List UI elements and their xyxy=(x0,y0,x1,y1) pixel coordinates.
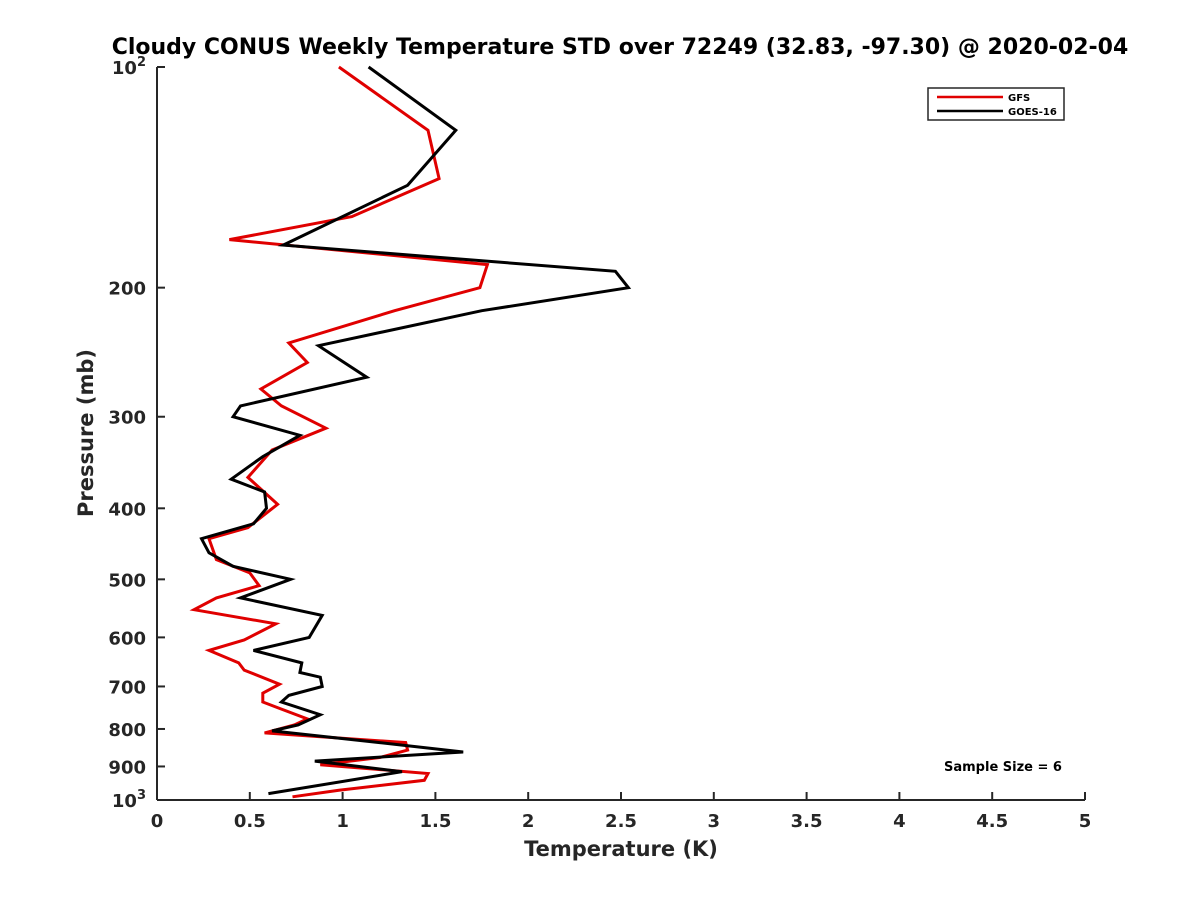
x-tick-label: 3.5 xyxy=(791,811,823,832)
series-line-goes16 xyxy=(199,65,632,796)
y-tick-label: 300 xyxy=(108,408,146,429)
series-line-gfs xyxy=(189,65,490,799)
chart-title: Cloudy CONUS Weekly Temperature STD over… xyxy=(112,35,1129,60)
x-tick-label: 2.5 xyxy=(605,811,637,832)
y-tick-label: 700 xyxy=(108,677,146,698)
x-tick-label: 1.5 xyxy=(419,811,451,832)
y-tick-label: 200 xyxy=(108,279,146,300)
legend-box xyxy=(927,87,1065,121)
x-tick-label: 4.5 xyxy=(976,811,1008,832)
y-tick-label: 800 xyxy=(108,720,146,741)
x-tick-label: 1 xyxy=(336,811,349,832)
y-tick-label: 400 xyxy=(108,499,146,520)
legend-label-goes16: GOES-16 xyxy=(1008,107,1057,118)
legend-label-gfs: GFS xyxy=(1008,93,1030,104)
y-tick-label: 600 xyxy=(108,628,146,649)
plot-area: 0 0.5 1 1.5 2 2.5 3 3.5 4 4.5 5 102 200 300 400 500 600… xyxy=(108,55,1091,832)
y-axis-ticks: 102 200 300 400 500 600 700 800 900 103 xyxy=(108,55,165,812)
x-tick-label: 0 xyxy=(151,811,164,832)
x-tick-label: 5 xyxy=(1079,811,1092,832)
y-axis-label: Pressure (mb) xyxy=(74,349,98,517)
x-tick-label: 4 xyxy=(893,811,906,832)
x-axis-ticks: 0 0.5 1 1.5 2 2.5 3 3.5 4 4.5 5 xyxy=(151,792,1092,832)
legend: GFS GOES-16 xyxy=(927,87,1065,121)
x-axis-label: Temperature (K) xyxy=(524,837,718,861)
sample-size-annotation: Sample Size = 6 xyxy=(944,760,1062,775)
y-tick-label: 900 xyxy=(108,757,146,778)
x-tick-label: 2 xyxy=(522,811,535,832)
x-tick-label: 3 xyxy=(708,811,721,832)
y-tick-label: 102 xyxy=(112,55,146,79)
y-tick-label: 103 xyxy=(112,788,146,812)
x-tick-label: 0.5 xyxy=(234,811,266,832)
y-tick-label: 500 xyxy=(108,570,146,591)
series-layer xyxy=(189,65,632,799)
